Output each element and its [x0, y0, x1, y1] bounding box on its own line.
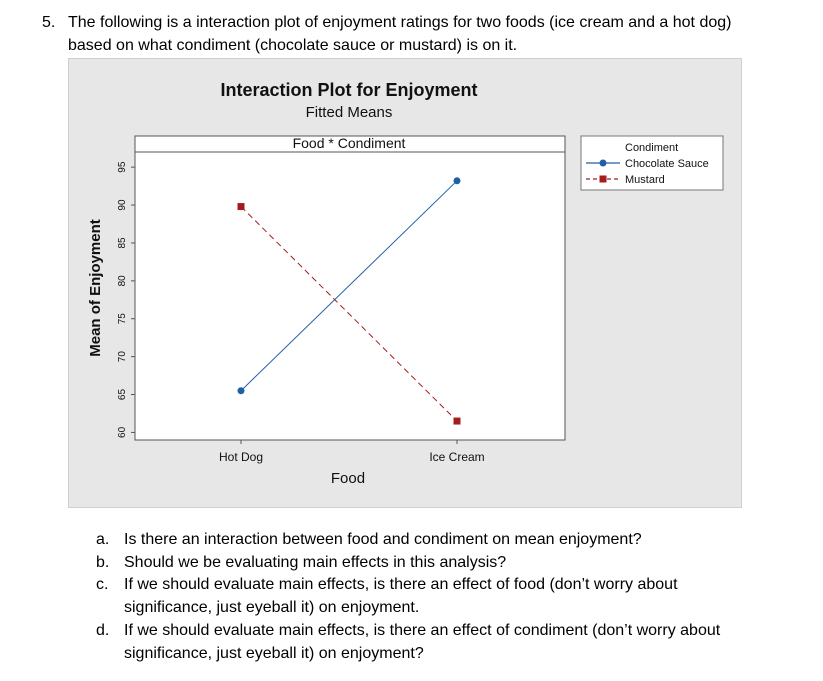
data-point-circle — [453, 177, 461, 185]
legend-item-label: Mustard — [625, 174, 665, 186]
y-tick-label: 60 — [117, 426, 128, 438]
question-number: 5. — [42, 14, 56, 31]
data-point-circle — [237, 387, 245, 395]
legend-item-label: Chocolate Sauce — [625, 158, 709, 170]
y-tick-label: 65 — [117, 389, 128, 401]
subquestion-text: Is there an interaction between food and… — [124, 531, 642, 548]
legend-swatch-circle — [599, 159, 607, 167]
legend-title: Condiment — [625, 142, 678, 154]
y-tick-label: 90 — [117, 199, 128, 211]
data-point-square — [237, 203, 245, 211]
interaction-plot: Interaction Plot for Enjoyment Fitted Me… — [87, 80, 724, 487]
chart-title: Interaction Plot for Enjoyment — [220, 80, 477, 100]
subquestion-text: significance, just eyeball it) on enjoym… — [124, 599, 420, 617]
subquestion-text: If we should evaluate main effects, is t… — [124, 621, 721, 639]
x-axis: Hot Dog Ice Cream — [219, 440, 485, 464]
legend-items: Chocolate Sauce Mustard — [586, 158, 709, 186]
subquestion-letter: c. — [96, 576, 109, 594]
x-axis-label: Food — [331, 470, 365, 487]
y-tick-label: 70 — [117, 351, 128, 363]
x-tick-label: Ice Cream — [429, 450, 484, 464]
subquestion-letter: a. — [96, 531, 110, 548]
subquestion-letter: b. — [96, 553, 110, 571]
legend: Condiment Chocolate Sauce Mustard — [580, 135, 724, 191]
interaction-plot-figure: Interaction Plot for Enjoyment Fitted Me… — [68, 58, 742, 508]
series-lines — [237, 177, 461, 425]
series-line — [240, 206, 458, 422]
y-axis-label: Mean of Enjoyment — [87, 219, 104, 357]
subquestion-text: Should we be evaluating main effects in … — [124, 553, 507, 571]
subquestion-text: significance, just eyeball it) on enjoym… — [124, 644, 424, 662]
chart-subtitle: Fitted Means — [306, 104, 393, 121]
series-line — [240, 180, 458, 392]
subquestion-letter: d. — [96, 621, 110, 639]
y-tick-label: 85 — [117, 237, 128, 249]
y-axis: 60 65 70 75 80 85 90 95 — [117, 161, 135, 438]
legend-swatch-square — [599, 175, 607, 183]
x-tick-label: Hot Dog — [219, 450, 263, 464]
data-point-square — [453, 417, 461, 425]
y-tick-label: 75 — [117, 313, 128, 325]
y-tick-label: 95 — [117, 161, 128, 173]
question-text-line-1: The following is a interaction plot of e… — [68, 14, 732, 31]
question-text-line-2: based on what condiment (chocolate sauce… — [68, 37, 518, 54]
subquestion-text: If we should evaluate main effects, is t… — [124, 576, 678, 594]
plot-area — [134, 135, 566, 441]
y-tick-label: 80 — [117, 275, 128, 287]
panel-label: Food * Condiment — [293, 135, 406, 151]
